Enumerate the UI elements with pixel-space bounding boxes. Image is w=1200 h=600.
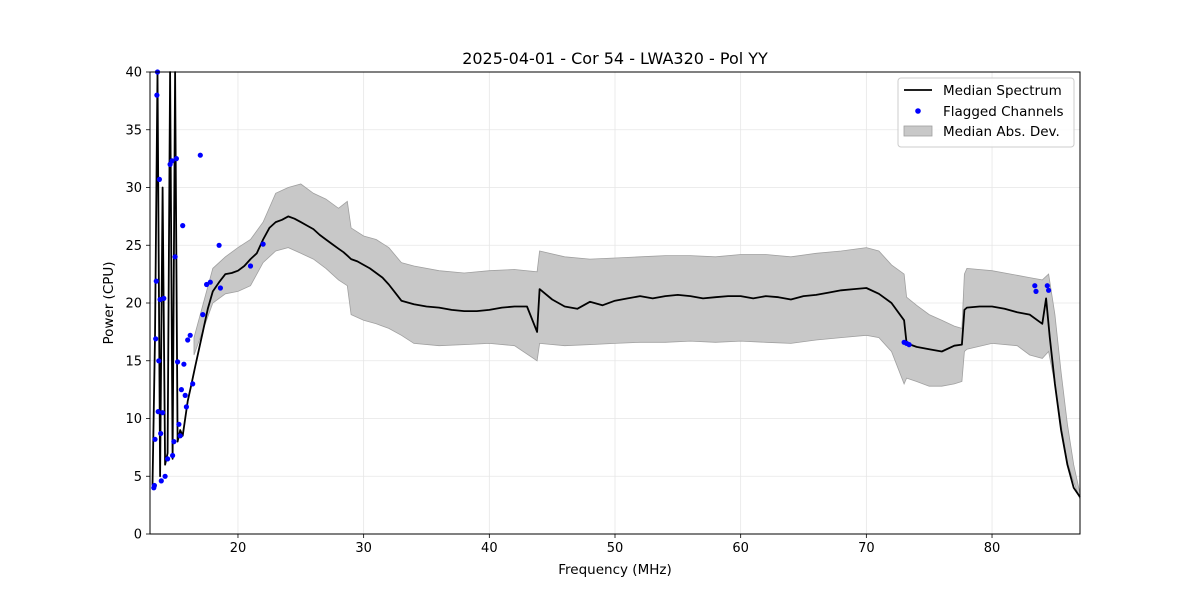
legend-mad-swatch (903, 125, 933, 137)
flagged-point (181, 361, 187, 367)
plot-area (149, 69, 1081, 535)
y-axis: 0 5 10 15 20 25 30 35 40 (125, 66, 150, 543)
y-tick-label: 5 (134, 470, 142, 485)
x-tick-label: 20 (230, 541, 247, 556)
flagged-point (177, 433, 183, 439)
flagged-point (185, 337, 191, 343)
x-tick-label: 60 (732, 541, 749, 556)
x-axis-label: Frequency (MHz) (558, 562, 671, 578)
flagged-point (176, 421, 182, 427)
x-tick-label: 70 (858, 541, 875, 556)
y-axis-label: Power (CPU) (101, 261, 117, 344)
flagged-point (182, 392, 188, 398)
flagged-point (162, 473, 168, 479)
flagged-point (155, 409, 161, 415)
flagged-point (197, 152, 203, 158)
legend: Median Spectrum Flagged Channels Median … (897, 77, 1075, 148)
legend-median-label: Median Spectrum (943, 83, 1062, 99)
legend-flagged-swatch (915, 108, 921, 114)
flagged-point (156, 176, 162, 182)
flagged-point (200, 312, 206, 318)
flagged-point (153, 278, 159, 284)
flagged-point (152, 436, 158, 442)
flagged-point (180, 223, 186, 229)
flagged-point (165, 456, 171, 462)
flagged-point (1044, 283, 1050, 289)
flagged-point (156, 358, 162, 364)
flagged-point (204, 281, 210, 288)
flagged-point (161, 295, 167, 301)
flagged-point (217, 285, 223, 291)
legend-box (897, 77, 1075, 148)
flagged-point (175, 359, 181, 365)
flagged-point (1032, 283, 1038, 289)
flagged-point (260, 241, 266, 247)
flagged-point (153, 336, 159, 342)
legend-flagged-label: Flagged Channels (943, 104, 1064, 120)
x-tick-label: 80 (984, 541, 1001, 556)
flagged-point (172, 254, 178, 260)
chart-title: 2025-04-01 - Cor 54 - LWA320 - Pol YY (462, 49, 768, 68)
y-tick-label: 35 (125, 123, 142, 138)
flagged-point (160, 410, 166, 416)
flagged-point (158, 478, 164, 484)
flagged-points-layer (151, 69, 1052, 491)
flagged-point (154, 92, 160, 98)
flagged-point (906, 342, 912, 348)
flagged-point (169, 158, 175, 164)
x-tick-label: 40 (481, 541, 498, 556)
x-tick-label: 30 (355, 541, 372, 556)
x-axis: 20 30 40 50 60 70 80 (230, 534, 1001, 556)
y-tick-label: 10 (125, 412, 142, 427)
median-spectrum-line (151, 71, 1081, 498)
legend-mad-label: Median Abs. Dev. (943, 124, 1060, 140)
y-tick-label: 40 (125, 66, 142, 81)
flagged-point (207, 279, 213, 285)
flagged-point (1046, 287, 1052, 293)
flagged-point (178, 387, 184, 393)
flagged-point (190, 381, 196, 387)
y-tick-label: 30 (125, 181, 142, 196)
x-tick-label: 50 (607, 541, 624, 556)
flagged-point (151, 482, 157, 489)
flagged-point (216, 242, 222, 248)
flagged-point (183, 404, 189, 410)
flagged-point (158, 430, 164, 437)
flagged-point (1033, 288, 1039, 294)
flagged-point (187, 332, 193, 338)
flagged-point (170, 452, 176, 459)
flagged-point (171, 439, 177, 445)
flagged-point (247, 263, 254, 269)
y-tick-label: 20 (125, 297, 142, 312)
flagged-point (173, 156, 179, 162)
y-tick-label: 25 (125, 239, 142, 254)
y-tick-label: 15 (125, 354, 142, 369)
y-tick-label: 0 (134, 528, 142, 543)
median-line-layer (151, 71, 1081, 498)
